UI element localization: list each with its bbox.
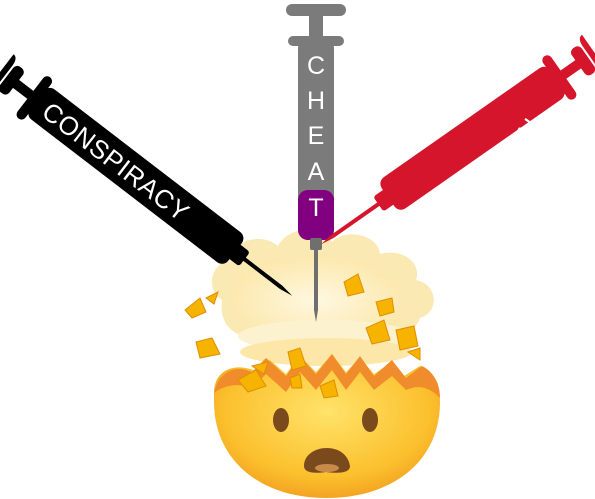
exploding-head-icon	[184, 229, 440, 498]
cheat-syringe: C H E A T	[286, 4, 346, 322]
cheat-fluid	[298, 190, 334, 240]
cheat-letter-a: A	[308, 158, 325, 186]
mouth-icon	[304, 447, 350, 473]
right-eye-icon	[362, 408, 378, 432]
left-eye-icon	[273, 408, 289, 432]
cheat-letter-e: E	[308, 122, 325, 150]
front-run-syringe	[320, 34, 595, 245]
cheat-letter-h: H	[307, 87, 325, 115]
cheat-letter-t: T	[308, 194, 323, 222]
cheat-letter-c: C	[307, 52, 325, 80]
emoji-face	[214, 354, 440, 498]
explosion-cloud	[211, 229, 434, 366]
debris-pieces	[184, 273, 421, 399]
conspiracy-label: CONSPIRACY	[36, 96, 195, 228]
